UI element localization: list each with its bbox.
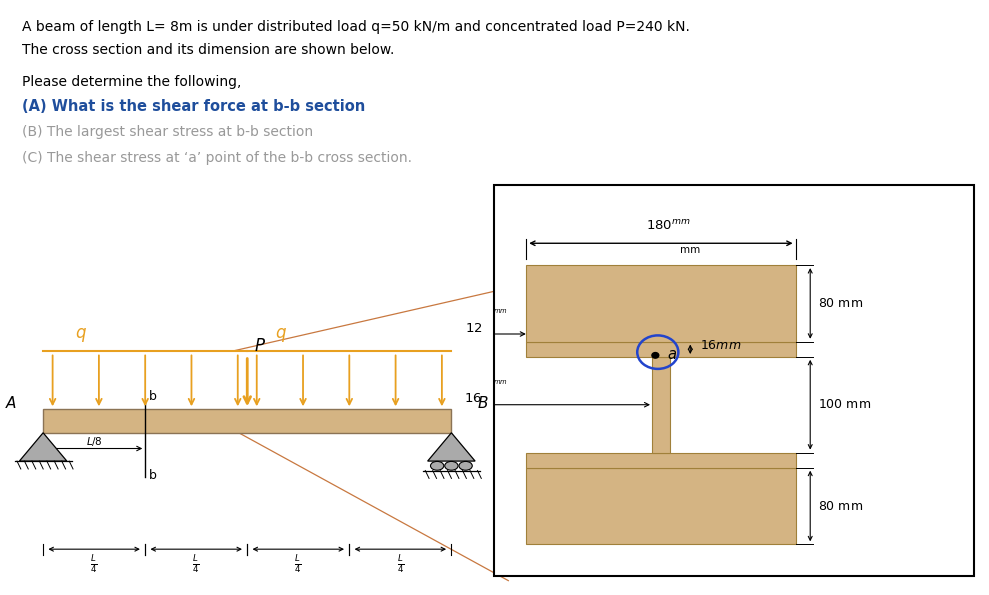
Text: (A) What is the shear force at b-b section: (A) What is the shear force at b-b secti… [22,99,365,114]
Text: mm: mm [680,245,700,255]
Text: $\frac{L}{4}$: $\frac{L}{4}$ [193,553,200,575]
Text: $180^{mm}$: $180^{mm}$ [646,220,690,233]
Bar [526,265,795,342]
Text: A beam of length L= 8m is under distributed load q=50 kN/m and concentrated load: A beam of length L= 8m is under distribu… [22,20,689,34]
Bar [44,409,451,433]
Text: $12$: $12$ [465,321,483,334]
Text: $16$: $16$ [464,392,483,405]
Circle shape [445,461,458,470]
Text: The cross section and its dimension are shown below.: The cross section and its dimension are … [22,43,395,57]
Text: $80$ mm: $80$ mm [818,297,862,310]
Text: $a$: $a$ [667,347,676,362]
Bar [652,357,670,453]
Text: $q$: $q$ [75,327,87,345]
Text: $\frac{L}{4}$: $\frac{L}{4}$ [397,553,405,575]
Text: b: b [149,469,157,483]
Text: (C) The shear stress at ‘a’ point of the b-b cross section.: (C) The shear stress at ‘a’ point of the… [22,151,411,165]
Circle shape [459,461,473,470]
Circle shape [430,461,444,470]
Text: $16mm$: $16mm$ [700,339,742,352]
Bar [526,453,795,468]
Text: $^{mm}$: $^{mm}$ [493,379,507,389]
Text: $\frac{L}{4}$: $\frac{L}{4}$ [90,553,98,575]
Text: $B$: $B$ [478,394,489,411]
Text: $P$: $P$ [254,337,266,355]
Bar [526,342,795,357]
Text: $100$ mm: $100$ mm [818,398,870,411]
Text: (B) The largest shear stress at b-b section: (B) The largest shear stress at b-b sect… [22,125,313,139]
Polygon shape [427,433,475,461]
Bar [526,468,795,544]
Circle shape [652,353,659,358]
Polygon shape [20,433,67,461]
Text: $80$ mm: $80$ mm [818,500,862,512]
Text: Please determine the following,: Please determine the following, [22,75,241,89]
Text: $L/8$: $L/8$ [86,435,103,447]
Text: $q$: $q$ [275,327,287,345]
Text: $^{mm}$: $^{mm}$ [493,308,507,318]
Text: $\frac{L}{4}$: $\frac{L}{4}$ [295,553,302,575]
Text: b: b [149,390,157,403]
Text: $A$: $A$ [5,394,17,411]
